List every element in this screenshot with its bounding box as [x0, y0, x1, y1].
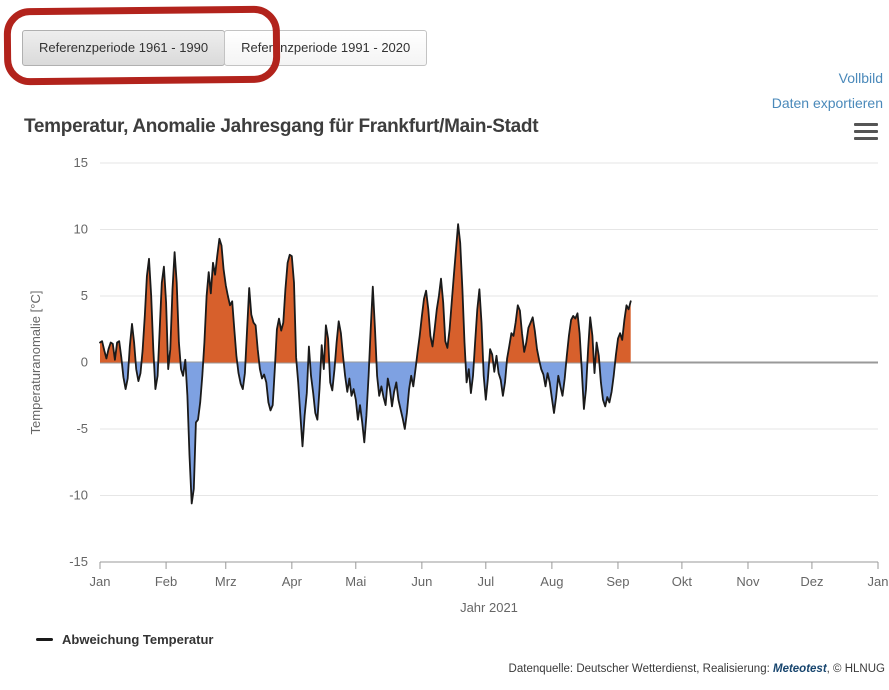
legend-label: Abweichung Temperatur	[62, 632, 214, 647]
x-tick-label: Apr	[282, 574, 303, 589]
x-tick-label: Okt	[672, 574, 693, 589]
tab-referenzperiode-1991-2020[interactable]: Referenzperiode 1991 - 2020	[224, 30, 428, 66]
series-line-abweichung-temperatur[interactable]	[99, 223, 632, 505]
x-tick-label: Nov	[736, 574, 760, 589]
chart-links: Vollbild Daten exportieren	[772, 66, 883, 116]
chart-menu-icon[interactable]	[854, 123, 878, 140]
burger-bar	[854, 137, 878, 140]
export-data-link[interactable]: Daten exportieren	[771, 95, 883, 111]
y-tick-label: 0	[81, 355, 88, 370]
area-negative-anomaly	[100, 362, 631, 504]
x-tick-label: Dez	[800, 574, 823, 589]
area-positive-anomaly	[100, 224, 631, 363]
x-tick-label: Jan	[90, 574, 111, 589]
chart-title: Temperatur, Anomalie Jahresgang für Fran…	[24, 116, 539, 137]
credits-prefix: Datenquelle: Deutscher Wetterdienst, Rea…	[508, 663, 773, 675]
burger-bar	[854, 123, 878, 126]
x-tick-label: Feb	[155, 574, 177, 589]
x-tick-label: Mai	[345, 574, 366, 589]
burger-bar	[854, 130, 878, 133]
x-axis-title: Jahr 2021	[460, 600, 518, 615]
y-axis-title: Temperaturanomalie [°C]	[28, 291, 43, 435]
y-tick-label: -5	[76, 421, 88, 436]
x-tick-label: Jan	[868, 574, 889, 589]
x-tick-label: Aug	[540, 574, 563, 589]
y-tick-label: 15	[74, 155, 88, 170]
x-tick-label: Mrz	[215, 574, 237, 589]
x-tick-label: Sep	[606, 574, 629, 589]
meteotest-link[interactable]: Meteotest	[772, 663, 827, 675]
credits: Datenquelle: Deutscher Wetterdienst, Rea…	[509, 663, 885, 675]
y-tick-label: 5	[81, 288, 88, 303]
x-tick-label: Jun	[411, 574, 432, 589]
credits-suffix: , © HLNUG	[826, 663, 885, 675]
reference-period-tabs: Referenzperiode 1961 - 1990 Referenzperi…	[22, 30, 428, 66]
tab-referenzperiode-1961-1990[interactable]: Referenzperiode 1961 - 1990	[22, 30, 226, 66]
fullscreen-link[interactable]: Vollbild	[838, 70, 883, 86]
chart-legend[interactable]: Abweichung Temperatur	[36, 632, 213, 647]
y-tick-label: -15	[69, 554, 88, 569]
legend-line-marker	[36, 638, 53, 641]
y-tick-label: -10	[69, 488, 88, 503]
y-tick-label: 10	[74, 222, 88, 237]
x-tick-label: Jul	[477, 574, 494, 589]
